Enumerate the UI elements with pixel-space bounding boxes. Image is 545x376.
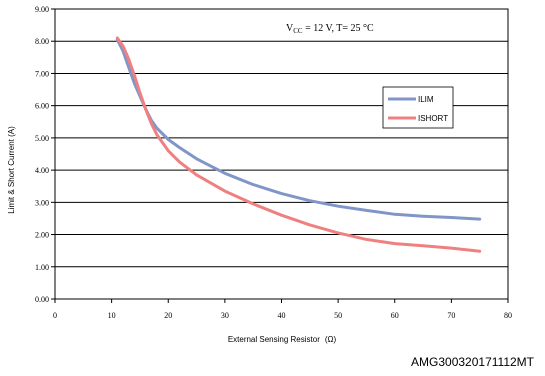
y-tick-label: 4.00 xyxy=(35,166,49,175)
x-tick-label: 70 xyxy=(447,311,455,320)
x-tick-label: 30 xyxy=(221,311,229,320)
x-tick-label: 40 xyxy=(278,311,286,320)
x-axis-label: External Sensing Resistor (Ω) xyxy=(228,335,337,344)
y-axis-ticks: 0.00 1.00 2.00 3.00 4.00 5.00 6.00 7.00 8.00 9.00 xyxy=(35,5,55,304)
series-layer xyxy=(115,36,482,253)
y-tick-label: 9.00 xyxy=(35,5,49,14)
y-tick-label: 6.00 xyxy=(35,102,49,111)
x-tick-label: 50 xyxy=(334,311,342,320)
legend-box xyxy=(382,86,454,129)
legend: ILIM ISHORT xyxy=(382,86,454,129)
legend-label-ilim: ILIM xyxy=(418,95,434,104)
conditions-annotation: VCC = 12 V, T= 25 °C xyxy=(286,23,374,35)
y-tick-label: 1.00 xyxy=(35,263,49,272)
y-tick-label: 3.00 xyxy=(35,198,49,207)
x-axis-ticks: 0 10 20 30 40 50 60 70 80 xyxy=(53,299,512,320)
x-tick-label: 20 xyxy=(164,311,172,320)
series-line-ilim xyxy=(115,38,482,221)
legend-label-ishort: ISHORT xyxy=(418,114,448,123)
y-tick-label: 5.00 xyxy=(35,134,49,143)
x-tick-label: 0 xyxy=(53,311,57,320)
y-tick-label: 0.00 xyxy=(35,295,49,304)
y-tick-label: 7.00 xyxy=(35,69,49,78)
y-tick-label: 8.00 xyxy=(35,37,49,46)
reference-code: AMG300320171112MT xyxy=(411,355,534,369)
y-tick-label: 2.00 xyxy=(35,231,49,240)
series-line-ishort xyxy=(115,36,482,253)
x-tick-label: 80 xyxy=(504,311,512,320)
y-axis-label: Limit & Short Current (A) xyxy=(7,126,16,214)
x-tick-label: 10 xyxy=(108,311,116,320)
x-tick-label: 60 xyxy=(391,311,399,320)
